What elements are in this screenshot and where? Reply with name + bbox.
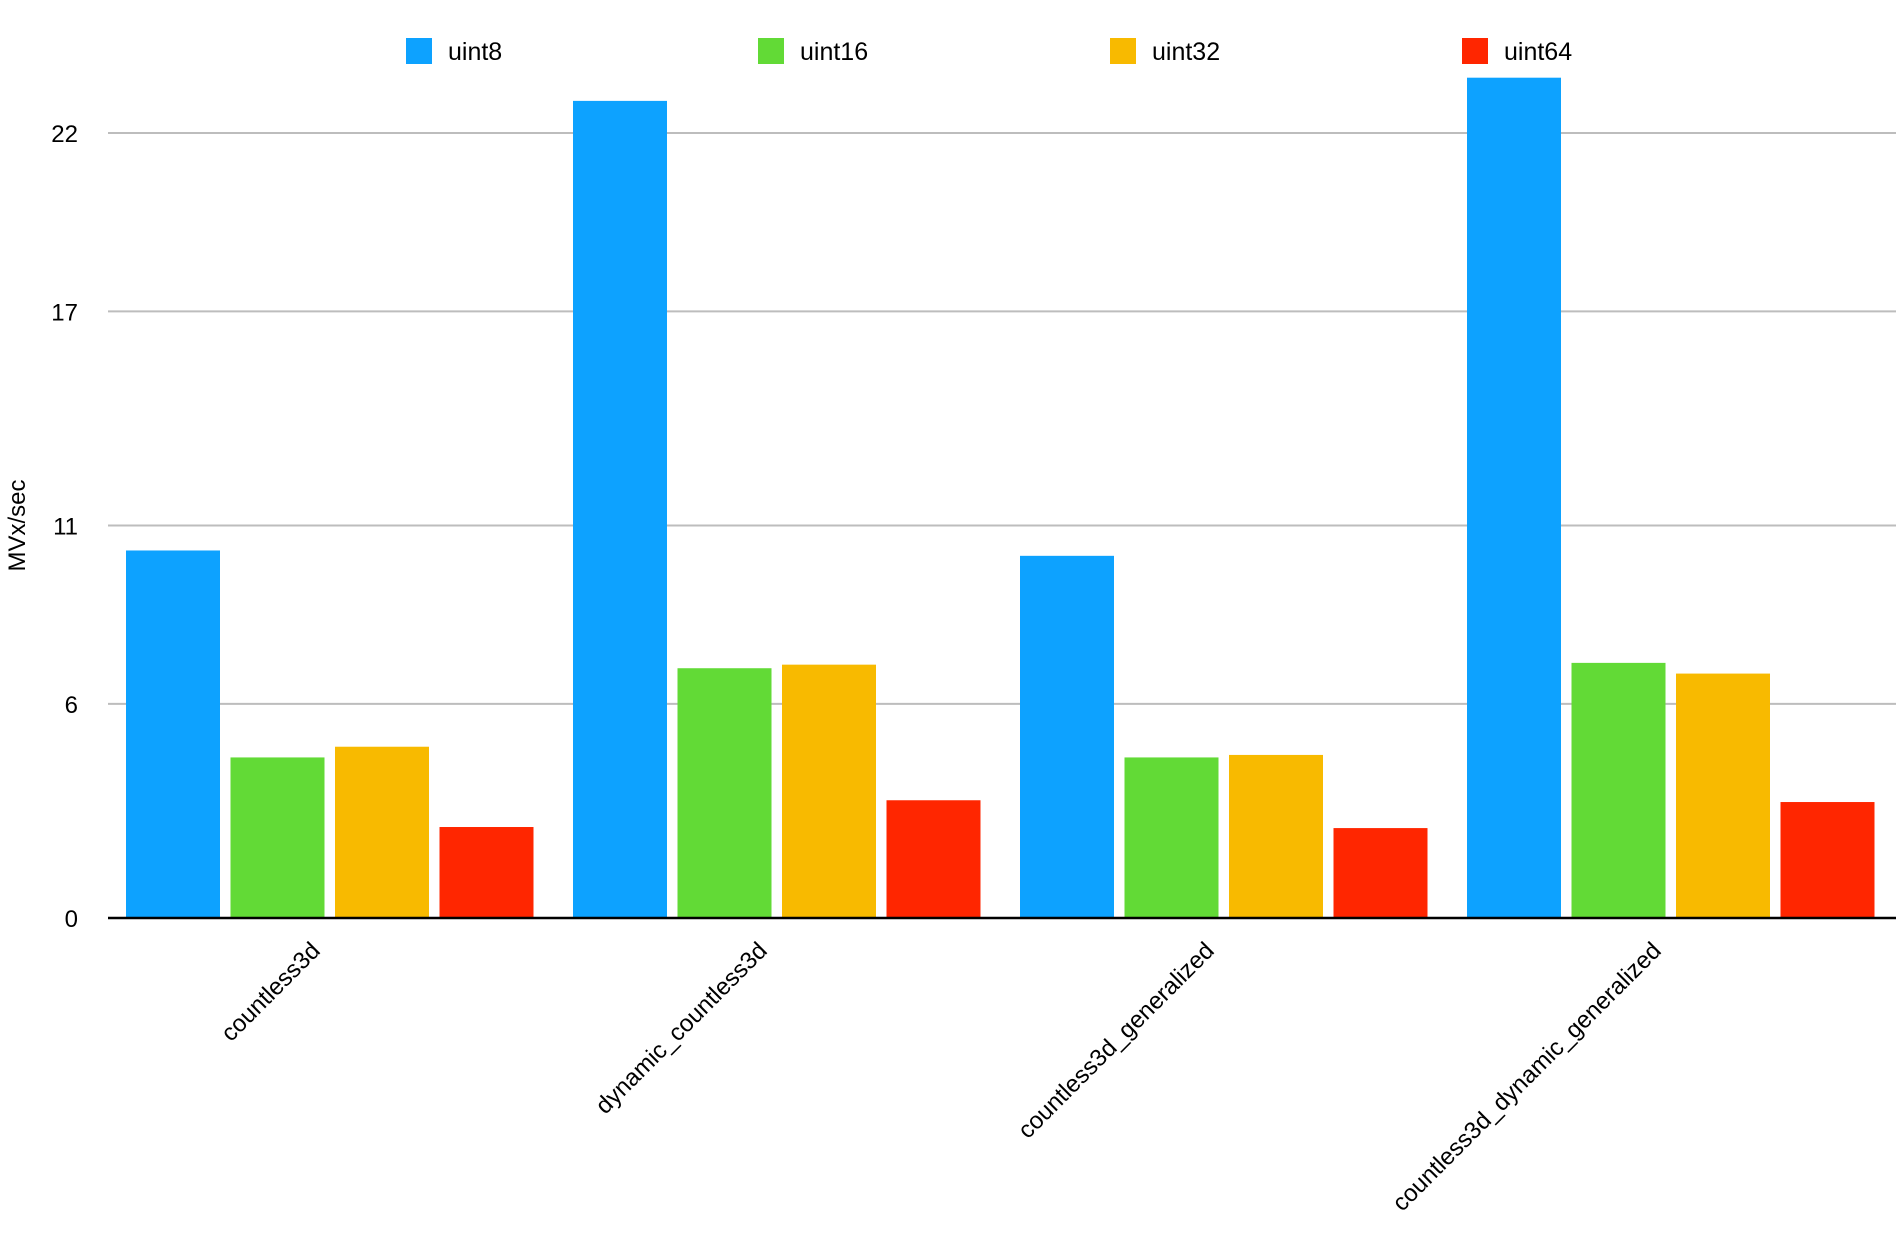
bar-uint32 <box>335 746 429 918</box>
bar-uint64 <box>886 800 981 918</box>
gridlines <box>108 132 1896 705</box>
legend-swatch-uint16 <box>758 38 784 64</box>
legend-label-uint8: uint8 <box>448 38 502 66</box>
y-axis-title: MVx/sec <box>4 479 31 571</box>
legend-swatch-uint32 <box>1110 38 1136 64</box>
bar-uint64 <box>1780 802 1875 918</box>
bar-uint16 <box>1571 662 1666 918</box>
legend-label-uint32: uint32 <box>1152 38 1220 66</box>
bar-uint16 <box>677 668 772 918</box>
y-tick-label: 11 <box>53 514 78 541</box>
legend-swatch-uint64 <box>1462 38 1488 64</box>
bar-uint32 <box>782 664 876 918</box>
bar-uint8 <box>1020 555 1114 918</box>
bar-uint32 <box>1676 673 1770 918</box>
x-tick-label: dynamic_countless3d <box>590 937 772 1119</box>
x-tick-label: countless3d_dynamic_generalized <box>1387 937 1666 1216</box>
x-tick-label: countless3d <box>216 937 326 1047</box>
bar-uint64 <box>439 827 534 918</box>
bar-uint8 <box>1467 77 1561 919</box>
bars <box>126 77 1875 919</box>
x-tick-label: countless3d_generalized <box>1013 937 1220 1144</box>
y-tick-label: 17 <box>51 299 78 326</box>
bar-uint8 <box>126 550 220 918</box>
bar-uint8 <box>573 100 667 919</box>
y-tick-label: 22 <box>51 121 78 148</box>
bar-uint16 <box>1124 757 1219 918</box>
y-tick-label: 0 <box>65 906 78 933</box>
y-tick-label: 6 <box>65 692 78 719</box>
bar-uint64 <box>1333 828 1428 918</box>
legend-label-uint16: uint16 <box>800 38 868 66</box>
legend-label-uint64: uint64 <box>1504 38 1572 66</box>
bar-uint32 <box>1229 754 1323 918</box>
bar-uint16 <box>230 757 325 918</box>
legend-swatch-uint8 <box>406 38 432 64</box>
legend: uint8 uint16 uint32 uint64 <box>406 38 1572 66</box>
